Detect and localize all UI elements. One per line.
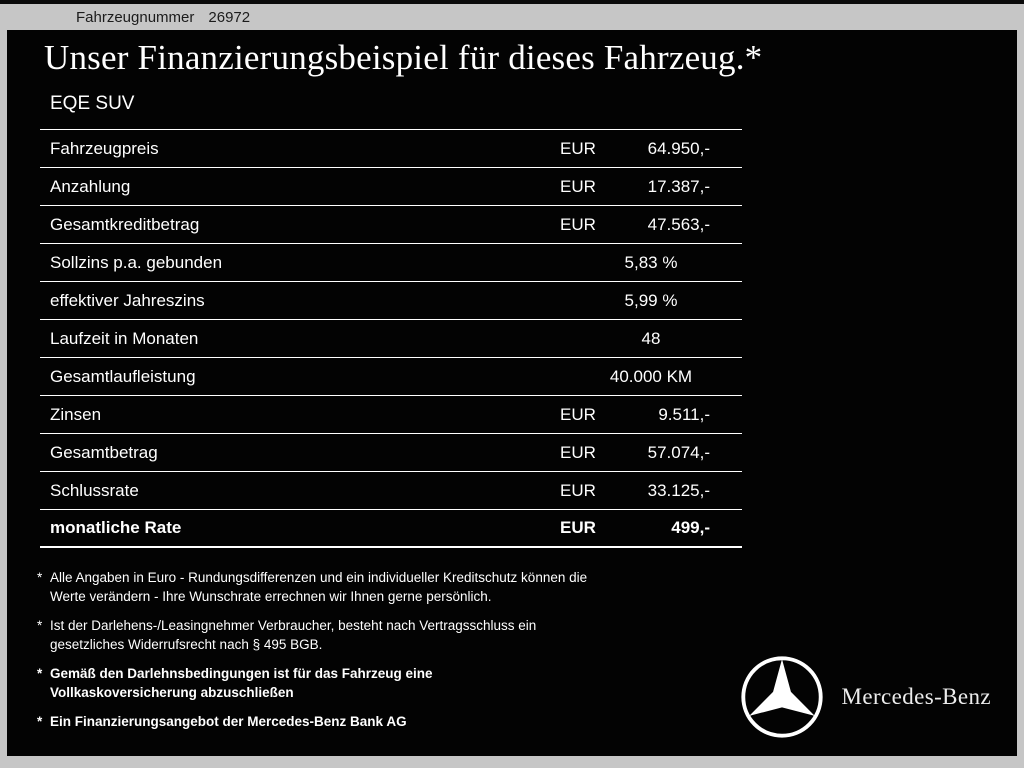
- row-value: 48: [641, 328, 661, 348]
- footnote-text: Gemäß den Darlehnsbedingungen ist für da…: [50, 664, 433, 702]
- row-value: 64.950,-: [647, 138, 710, 158]
- row-label: Schlussrate: [50, 480, 139, 500]
- footnote-marker: *: [37, 666, 43, 681]
- row-label: Gesamtbetrag: [50, 442, 158, 462]
- row-value: 33.125,-: [647, 480, 710, 500]
- footnote: * Alle Angaben in Euro - Rundungsdiffere…: [37, 568, 1017, 606]
- table-row: Gesamtbetrag EUR 57.074,-: [40, 434, 742, 472]
- row-label: Gesamtkreditbetrag: [50, 214, 200, 234]
- row-currency: EUR: [560, 176, 596, 196]
- table-row: Gesamtlaufleistung 40.000 KM: [40, 358, 742, 396]
- row-value: 5,83 %: [624, 252, 678, 272]
- mercedes-star-icon: [741, 656, 824, 738]
- footnote-line: Werte verändern - Ihre Wunschrate errech…: [50, 589, 492, 604]
- vehicle-number-label: Fahrzeugnummer: [76, 8, 195, 26]
- row-currency: EUR: [560, 480, 596, 500]
- brand-wordmark: Mercedes-Benz: [841, 684, 991, 709]
- row-currency: EUR: [560, 518, 596, 537]
- row-label: effektiver Jahreszins: [50, 290, 205, 310]
- footnote: * Ein Finanzierungsangebot der Mercedes-…: [37, 712, 1017, 731]
- row-currency: EUR: [560, 404, 596, 424]
- footnote-text: Ein Finanzierungsangebot der Mercedes-Be…: [50, 712, 407, 731]
- table-row: Fahrzeugpreis EUR 64.950,-: [40, 130, 742, 168]
- table-row: Anzahlung EUR 17.387,-: [40, 168, 742, 206]
- brand-block: Mercedes-Benz: [739, 654, 991, 740]
- table-row: Gesamtkreditbetrag EUR 47.563,-: [40, 206, 742, 244]
- table-row: Schlussrate EUR 33.125,-: [40, 472, 742, 510]
- row-value: 57.074,-: [647, 442, 710, 462]
- row-label: Sollzins p.a. gebunden: [50, 252, 223, 272]
- footnote-line: Ist der Darlehens-/Leasingnehmer Verbrau…: [50, 618, 537, 633]
- row-value: 9.511,-: [658, 404, 710, 424]
- table-row: effektiver Jahreszins 5,99 %: [40, 282, 742, 320]
- finance-table: Fahrzeugpreis EUR 64.950,- Anzahlung EUR…: [40, 129, 742, 548]
- table-row: Sollzins p.a. gebunden 5,83 %: [40, 244, 742, 282]
- top-border-line: [0, 0, 1024, 4]
- row-value: 47.563,-: [647, 214, 710, 234]
- row-label: Fahrzeugpreis: [50, 138, 159, 158]
- footnote-text: Alle Angaben in Euro - Rundungsdifferenz…: [50, 568, 587, 606]
- page-title: Unser Finanzierungsbeispiel für dieses F…: [44, 38, 763, 77]
- row-value: 5,99 %: [624, 290, 678, 310]
- footnote: * Gemäß den Darlehnsbedingungen ist für …: [37, 664, 1017, 702]
- footnote-marker: *: [37, 570, 43, 585]
- row-label: Anzahlung: [50, 176, 131, 196]
- content-area: Unser Finanzierungsbeispiel für dieses F…: [7, 30, 1017, 756]
- footnote-marker: *: [37, 714, 43, 729]
- footnote-line: Gemäß den Darlehnsbedingungen ist für da…: [50, 666, 433, 681]
- row-label: Gesamtlaufleistung: [50, 366, 196, 386]
- footnote-line: gesetzliches Widerrufsrecht nach § 495 B…: [50, 637, 323, 652]
- row-label: Laufzeit in Monaten: [50, 328, 199, 348]
- footnote-line: Alle Angaben in Euro - Rundungsdifferenz…: [50, 570, 588, 585]
- row-currency: EUR: [560, 214, 596, 234]
- row-currency: EUR: [560, 138, 596, 158]
- vehicle-number-bar: Fahrzeugnummer 26972: [0, 4, 1024, 30]
- table-row-monthly-rate: monatliche Rate EUR 499,-: [40, 510, 742, 548]
- row-value: 499,-: [671, 518, 710, 537]
- footnote-marker: *: [37, 618, 43, 633]
- table-row: Zinsen EUR 9.511,-: [40, 396, 742, 434]
- footnote-text: Ist der Darlehens-/Leasingnehmer Verbrau…: [50, 616, 536, 654]
- row-value: 40.000 KM: [609, 366, 693, 386]
- footnote-line: Vollkaskoversicherung abzuschließen: [50, 685, 294, 700]
- vehicle-number-value: 26972: [208, 8, 251, 26]
- footnote-line: Ein Finanzierungsangebot der Mercedes-Be…: [50, 714, 407, 729]
- row-value: 17.387,-: [647, 176, 710, 196]
- footnote: * Ist der Darlehens-/Leasingnehmer Verbr…: [37, 616, 1017, 654]
- row-label: monatliche Rate: [50, 518, 182, 537]
- table-row: Laufzeit in Monaten 48: [40, 320, 742, 358]
- row-label: Zinsen: [50, 404, 102, 424]
- row-currency: EUR: [560, 442, 596, 462]
- model-name: EQE SUV: [50, 93, 135, 114]
- footnotes: * Alle Angaben in Euro - Rundungsdiffere…: [37, 568, 1017, 731]
